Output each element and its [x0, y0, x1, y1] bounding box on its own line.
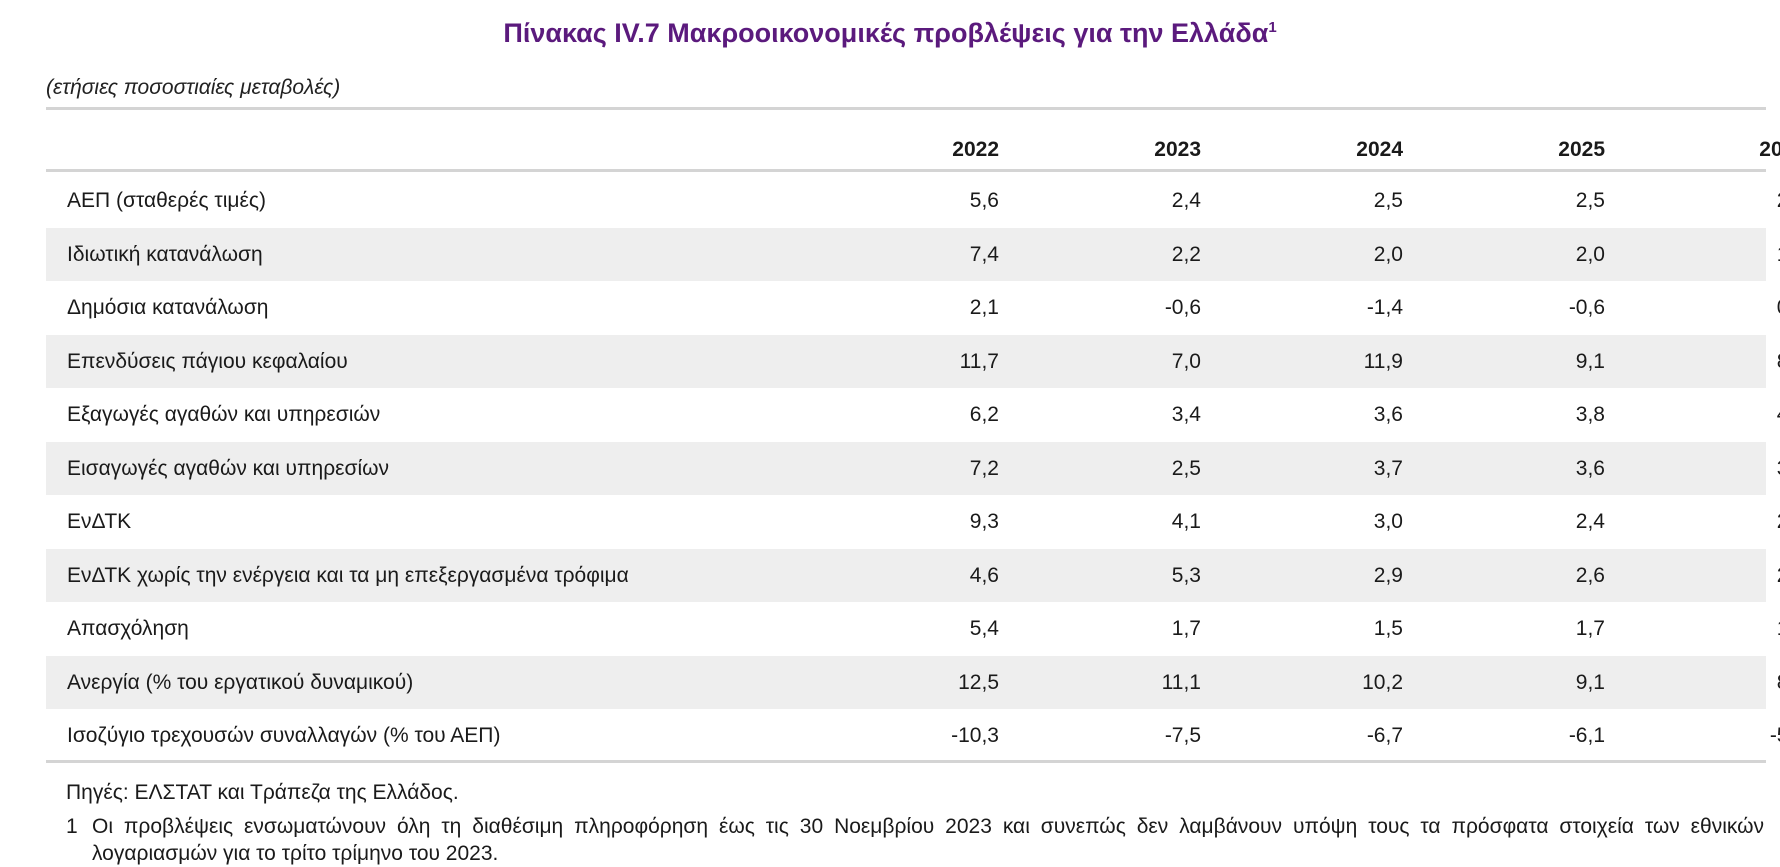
cell-value: 2,0: [1575, 242, 1605, 266]
footnote-text: Οι προβλέψεις ενσωματώνουν όλη τη διαθέσ…: [92, 815, 1764, 865]
cell-value: 7,0: [1171, 349, 1201, 373]
cell-value: 2,1: [969, 296, 999, 319]
cell-value: 2,1: [1686, 510, 1780, 534]
table-title: Πίνακας IV.7 Μακροοικονομικές προβλέψεις…: [0, 18, 1780, 49]
table-title-text: Πίνακας IV.7 Μακροοικονομικές προβλέψεις…: [503, 18, 1269, 48]
table-row: Ιδιωτική κατανάλωση 7,4 2,2 2,0 2,0 1,7: [46, 227, 1780, 281]
table-row: Εξαγωγές αγαθών και υπηρεσιών 6,2 3,4 3,…: [46, 388, 1780, 442]
bottom-rule: [46, 760, 1766, 763]
cell-value: 4,1: [1686, 403, 1780, 427]
cell-value: 3,7: [1373, 456, 1403, 480]
cell-value: 4,1: [1171, 510, 1201, 533]
cell-value: 10,2: [1362, 670, 1403, 694]
cell-value: 8,2: [1686, 671, 1780, 695]
cell-value: 3,6: [1575, 456, 1605, 480]
cell-value: 3,9: [1686, 457, 1780, 481]
table-row: Ανεργία (% του εργατικού δυναμικού) 12,5…: [46, 655, 1780, 709]
cell-value: 3,6: [1373, 403, 1403, 426]
cell-value: 7,2: [969, 456, 999, 480]
table-row: Δημόσια κατανάλωση 2,1 -0,6 -1,4 -0,6 0,…: [46, 281, 1780, 335]
cell-value: 1,7: [1171, 617, 1201, 640]
cell-value: 2,0: [1373, 242, 1403, 266]
cell-value: -10,3: [951, 724, 999, 747]
cell-value: 5,6: [969, 189, 999, 212]
footnote-number: 1: [66, 815, 78, 838]
cell-value: 2,5: [1373, 189, 1403, 212]
cell-value: -6,1: [1568, 724, 1605, 747]
cell-value: 12,5: [958, 670, 999, 694]
source-note: Πηγές: ΕΛΣΤΑΤ και Τράπεζα της Ελλάδος.: [66, 781, 459, 804]
table-body: ΑΕΠ (σταθερές τιμές) 5,6 2,4 2,5 2,5 2,3…: [46, 174, 1780, 763]
cell-value: 2,6: [1575, 563, 1605, 587]
cell-value: 3,8: [1575, 403, 1605, 426]
cell-value: 3,0: [1373, 510, 1403, 533]
table-header: 2022 2023 2024 2025 2026: [46, 110, 1780, 172]
cell-value: 2,2: [1171, 242, 1201, 266]
cell-value: -5,7: [1769, 724, 1780, 747]
row-label: Ιδιωτική κατανάλωση: [67, 242, 263, 266]
table-row: Επενδύσεις πάγιου κεφαλαίου 11,7 7,0 11,…: [46, 334, 1780, 388]
cell-value: 11,1: [1161, 670, 1201, 694]
column-header-2026: 2026: [1759, 138, 1780, 161]
table-row: ΑΕΠ (σταθερές τιμές) 5,6 2,4 2,5 2,5 2,3: [46, 174, 1780, 228]
cell-value: 7,4: [969, 242, 999, 266]
cell-value: 6,2: [969, 403, 999, 426]
cell-value: 2,3: [1686, 564, 1780, 588]
column-header-2025: 2025: [1558, 138, 1605, 161]
cell-value: -0,6: [1568, 296, 1605, 319]
cell-value: 9,1: [1575, 670, 1605, 694]
column-header-2022: 2022: [952, 138, 999, 161]
row-label: Απασχόληση: [67, 617, 189, 640]
table-row: Εισαγωγές αγαθών και υπηρεσίων 7,2 2,5 3…: [46, 441, 1780, 495]
cell-value: -1,4: [1366, 296, 1403, 319]
table-row: ΕνΔΤΚ χωρίς την ενέργεια και τα μη επεξε…: [46, 548, 1780, 602]
column-header-2024: 2024: [1356, 138, 1403, 161]
cell-value: 11,7: [959, 349, 999, 373]
row-label: Ισοζύγιο τρεχουσών συναλλαγών (% του ΑΕΠ…: [67, 724, 501, 747]
cell-value: 4,6: [969, 563, 999, 587]
row-label: Εισαγωγές αγαθών και υπηρεσίων: [67, 456, 390, 480]
top-rule: [46, 107, 1766, 110]
table-row: Ισοζύγιο τρεχουσών συναλλαγών (% του ΑΕΠ…: [46, 709, 1780, 763]
cell-value: -6,7: [1366, 724, 1403, 747]
cell-value: 1,7: [1575, 617, 1605, 640]
cell-value: 0,0: [1686, 296, 1780, 320]
row-label: ΑΕΠ (σταθερές τιμές): [67, 189, 266, 212]
title-footnote-marker: 1: [1268, 19, 1277, 36]
row-label: ΕνΔΤΚ: [67, 510, 132, 533]
cell-value: 2,3: [1686, 189, 1780, 213]
cell-value: 1,5: [1373, 617, 1403, 640]
cell-value: -7,5: [1164, 724, 1201, 747]
row-label: Δημόσια κατανάλωση: [67, 296, 269, 319]
table-row: Απασχόληση 5,4 1,7 1,5 1,7 1,6: [46, 602, 1780, 656]
cell-value: 2,5: [1575, 189, 1605, 212]
cell-value: 8,0: [1686, 350, 1780, 374]
table-subtitle: (ετήσιες ποσοστιαίες μεταβολές): [46, 76, 341, 99]
cell-value: 9,3: [969, 510, 999, 533]
cell-value: 2,9: [1373, 563, 1403, 587]
cell-value: 9,1: [1575, 349, 1605, 373]
row-label: Επενδύσεις πάγιου κεφαλαίου: [67, 349, 348, 373]
table-row: ΕνΔΤΚ 9,3 4,1 3,0 2,4 2,1: [46, 495, 1780, 549]
cell-value: 5,3: [1171, 563, 1201, 587]
cell-value: 2,4: [1171, 189, 1201, 212]
cell-value: 11,9: [1363, 349, 1403, 373]
row-label: Ανεργία (% του εργατικού δυναμικού): [67, 670, 414, 694]
cell-value: -0,6: [1164, 296, 1201, 319]
cell-value: 3,4: [1171, 403, 1201, 426]
column-header-2023: 2023: [1154, 138, 1201, 161]
row-label: Εξαγωγές αγαθών και υπηρεσιών: [67, 403, 381, 426]
cell-value: 5,4: [969, 617, 999, 640]
cell-value: 2,4: [1575, 510, 1605, 533]
cell-value: 1,6: [1686, 617, 1780, 641]
cell-value: 1,7: [1686, 243, 1780, 267]
cell-value: 2,5: [1171, 456, 1201, 480]
row-label: ΕνΔΤΚ χωρίς την ενέργεια και τα μη επεξε…: [67, 563, 629, 587]
